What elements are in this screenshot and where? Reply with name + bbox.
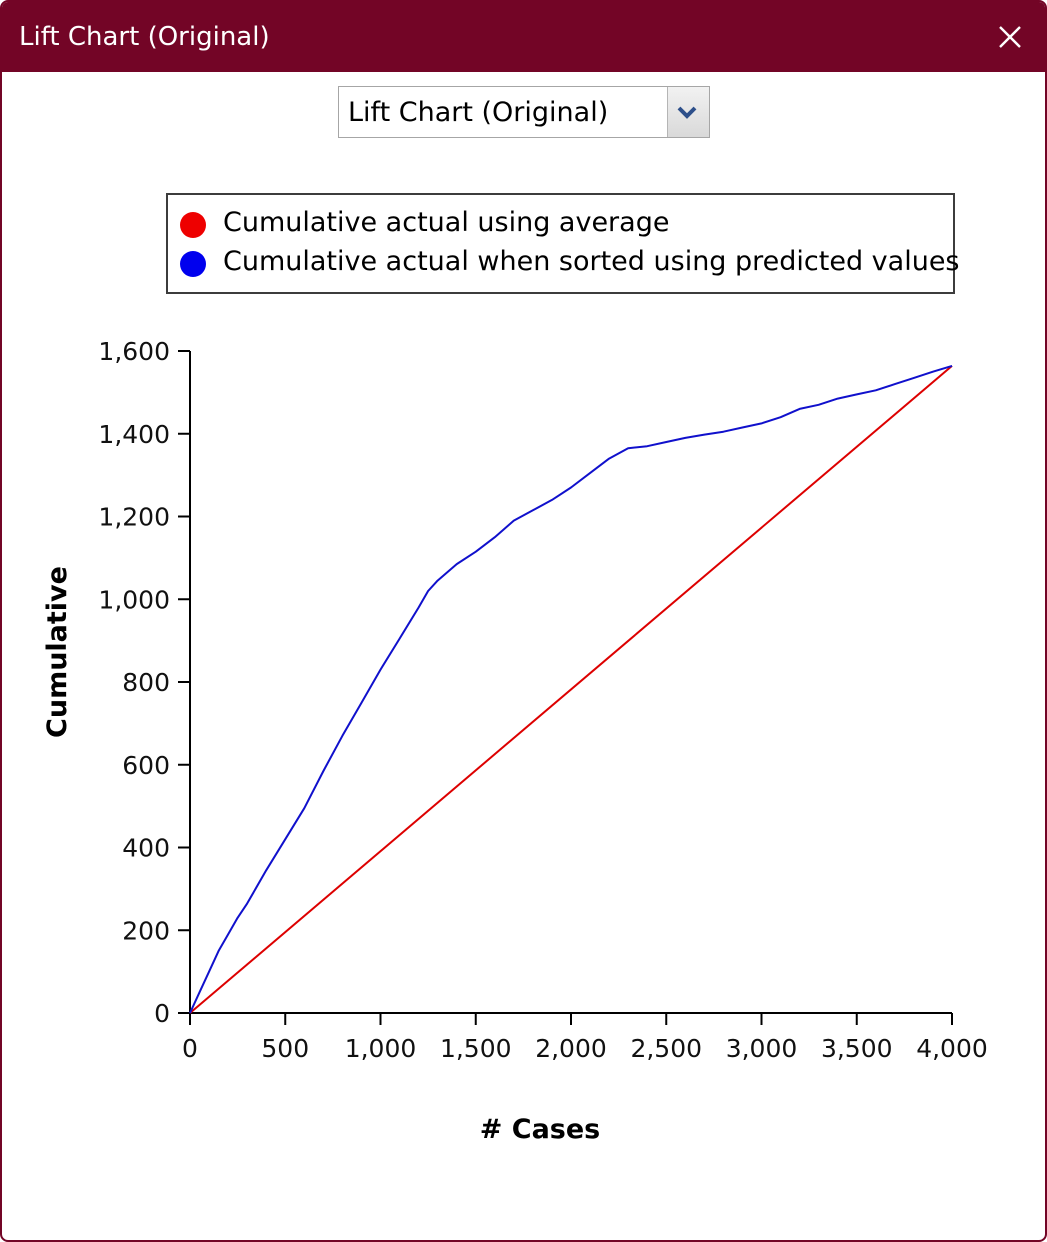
series-line-sorted	[189, 364, 953, 1014]
y-tick-label: 0	[154, 999, 170, 1028]
y-tick-label: 400	[122, 834, 170, 863]
x-tick-label: 500	[261, 1034, 309, 1063]
close-button[interactable]	[993, 20, 1027, 54]
x-tick-label: 2,500	[630, 1034, 702, 1063]
y-tick-label: 200	[122, 916, 170, 945]
x-tick-label: 4,000	[916, 1034, 988, 1063]
close-icon	[999, 26, 1021, 48]
y-tick-label: 1,400	[98, 420, 170, 449]
legend-label-average: Cumulative actual using average	[223, 207, 670, 238]
y-axis-title: Cumulative	[42, 566, 73, 738]
x-tick-label: 3,500	[821, 1034, 893, 1063]
y-tick-label: 1,200	[98, 503, 170, 532]
x-tick-label: 3,000	[726, 1034, 798, 1063]
legend-marker-sorted	[180, 251, 206, 277]
x-tick-label: 2,000	[535, 1034, 607, 1063]
chart-type-select[interactable]: Lift Chart (Original)	[338, 86, 710, 138]
y-tick-label: 1,600	[98, 337, 170, 366]
y-tick-label: 1,000	[98, 585, 170, 614]
legend-label-sorted: Cumulative actual when sorted using pred…	[223, 246, 960, 277]
x-tick-label: 0	[182, 1034, 198, 1063]
chart-legend: Cumulative actual using average Cumulati…	[166, 193, 960, 294]
series-line-average	[189, 365, 953, 1014]
chart-type-selected-value: Lift Chart (Original)	[348, 97, 609, 128]
chart-series	[189, 364, 953, 1014]
x-tick-label: 1,000	[345, 1034, 417, 1063]
y-tick-label: 600	[122, 751, 170, 780]
chevron-down-icon	[677, 106, 697, 119]
x-tick-label: 1,500	[440, 1034, 512, 1063]
chart-axes: 0 200 400 600 800 1,000 1,200 1,400 1,600 0 500 1,0…	[98, 337, 987, 1063]
dropdown-toggle-button[interactable]	[667, 87, 709, 137]
window-title: Lift Chart (Original)	[19, 22, 270, 52]
legend-marker-average	[180, 212, 206, 238]
title-bar: Lift Chart (Original)	[2, 2, 1045, 72]
y-tick-label: 800	[122, 668, 170, 697]
x-axis-title: # Cases	[480, 1114, 601, 1145]
